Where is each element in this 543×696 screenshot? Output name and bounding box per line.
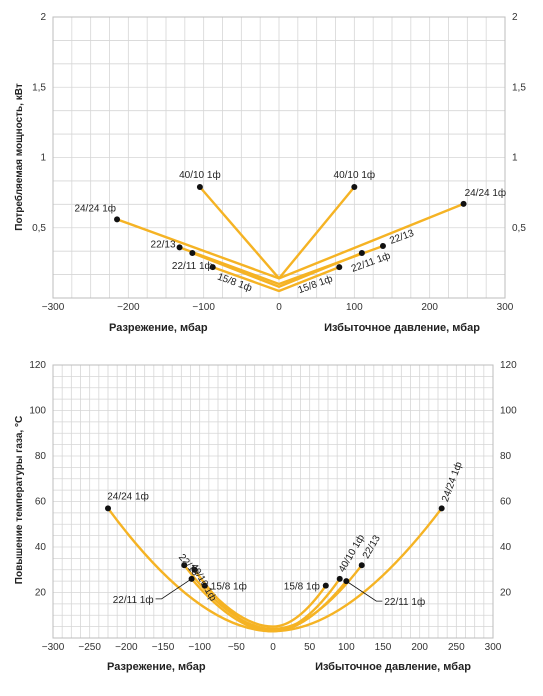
y-tick-label-left: 40 bbox=[35, 542, 47, 553]
point-label: 22/13 bbox=[151, 239, 176, 250]
data-point bbox=[379, 243, 386, 250]
x-tick-label: −200 bbox=[115, 642, 138, 653]
data-point bbox=[201, 582, 208, 589]
point-label: 22/11 1ф bbox=[113, 594, 154, 606]
x-axis-title-left: Разрежение, мбар bbox=[107, 661, 206, 673]
x-tick-label: 100 bbox=[338, 642, 355, 653]
x-tick-label: 200 bbox=[421, 302, 438, 313]
point-label: 24/24 1ф bbox=[465, 187, 507, 199]
data-point bbox=[351, 184, 358, 191]
y-tick-label-left: 2 bbox=[40, 12, 46, 23]
data-point bbox=[336, 575, 343, 582]
chart-2 bbox=[52, 364, 494, 639]
leader-line bbox=[346, 580, 383, 602]
x-tick-label: 250 bbox=[448, 642, 465, 653]
chart-1 bbox=[52, 16, 506, 299]
data-point bbox=[105, 505, 111, 512]
y-tick-label-left: 1 bbox=[40, 153, 46, 164]
x-tick-label: 300 bbox=[485, 642, 502, 653]
y-tick-label-right: 60 bbox=[500, 497, 512, 508]
series-line bbox=[198, 186, 356, 280]
y-tick-label-left: 120 bbox=[29, 360, 46, 371]
x-axis-title-right: Избыточное давление, мбар bbox=[324, 322, 480, 334]
x-axis-title-right: Избыточное давление, мбар bbox=[315, 661, 471, 673]
point-label: 22/11 1ф bbox=[172, 260, 213, 272]
point-label: 24/24 1ф bbox=[439, 460, 465, 503]
x-tick-label: 100 bbox=[346, 302, 363, 313]
y-tick-label-right: 0,5 bbox=[512, 223, 526, 234]
data-point bbox=[358, 250, 365, 257]
x-tick-label: 300 bbox=[497, 302, 514, 313]
x-tick-label: −300 bbox=[42, 302, 65, 313]
x-tick-label: −100 bbox=[192, 302, 215, 313]
series-line bbox=[203, 584, 327, 628]
series-line bbox=[191, 251, 363, 288]
point-label: 24/24 1ф bbox=[74, 202, 116, 214]
data-point bbox=[336, 264, 343, 271]
y-tick-label-right: 120 bbox=[500, 360, 517, 371]
data-point bbox=[460, 200, 467, 207]
y-tick-label-left: 20 bbox=[35, 588, 47, 599]
y-tick-label-left: 60 bbox=[35, 497, 47, 508]
point-label: 22/11 1ф bbox=[384, 596, 425, 608]
x-tick-label: −100 bbox=[188, 642, 211, 653]
point-label: 22/11 1ф bbox=[350, 250, 392, 275]
data-point bbox=[114, 216, 121, 223]
y-tick-label-right: 2 bbox=[512, 12, 518, 23]
x-tick-label: −50 bbox=[228, 642, 245, 653]
data-point bbox=[189, 250, 196, 257]
x-tick-label: 50 bbox=[304, 642, 316, 653]
data-point bbox=[209, 264, 216, 271]
x-tick-label: −300 bbox=[42, 642, 65, 653]
x-axis-title-left: Разрежение, мбар bbox=[109, 322, 208, 334]
y-axis-title: Повышение температуры газа, °С bbox=[14, 416, 25, 584]
data-point bbox=[176, 244, 183, 251]
point-label: 15/8 1ф bbox=[284, 581, 320, 593]
series-line bbox=[212, 265, 340, 293]
y-tick-label-right: 20 bbox=[500, 588, 512, 599]
data-point bbox=[322, 582, 329, 589]
y-tick-label-right: 80 bbox=[500, 451, 512, 462]
x-tick-label: −150 bbox=[152, 642, 175, 653]
y-tick-label-right: 1,5 bbox=[512, 82, 526, 93]
y-tick-label-right: 1 bbox=[512, 153, 518, 164]
x-tick-label: −200 bbox=[117, 302, 140, 313]
x-tick-label: 150 bbox=[375, 642, 392, 653]
x-tick-label: 0 bbox=[276, 302, 282, 313]
leader-line bbox=[155, 578, 192, 600]
point-label: 40/10 1ф bbox=[334, 169, 376, 181]
y-tick-label-right: 40 bbox=[500, 542, 512, 553]
y-tick-label-left: 0,5 bbox=[32, 223, 46, 234]
data-point bbox=[191, 566, 198, 573]
y-axis-title: Потребляемая мощность, кВт bbox=[13, 83, 25, 231]
x-tick-label: 0 bbox=[270, 642, 276, 653]
y-tick-label-left: 100 bbox=[29, 406, 46, 417]
y-tick-label-right: 100 bbox=[500, 406, 517, 417]
x-tick-label: −250 bbox=[78, 642, 101, 653]
series-line bbox=[190, 578, 348, 633]
data-point bbox=[358, 562, 365, 569]
point-label: 15/8 1ф bbox=[211, 581, 247, 593]
plot-frame bbox=[52, 364, 494, 639]
data-point bbox=[181, 562, 188, 569]
x-tick-label: 200 bbox=[411, 642, 428, 653]
point-label: 40/10 1ф bbox=[179, 169, 221, 181]
data-point bbox=[196, 184, 203, 191]
plot-frame bbox=[52, 16, 506, 299]
y-tick-label-left: 80 bbox=[35, 451, 47, 462]
y-tick-label-left: 1,5 bbox=[32, 82, 46, 93]
data-point bbox=[438, 505, 445, 512]
point-label: 24/24 1ф bbox=[107, 490, 149, 502]
